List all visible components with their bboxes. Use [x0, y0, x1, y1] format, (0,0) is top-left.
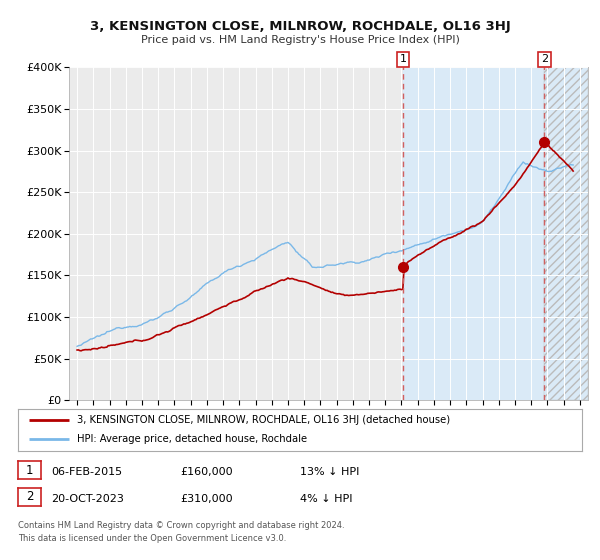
- Text: 3, KENSINGTON CLOSE, MILNROW, ROCHDALE, OL16 3HJ (detached house): 3, KENSINGTON CLOSE, MILNROW, ROCHDALE, …: [77, 415, 451, 425]
- Text: Contains HM Land Registry data © Crown copyright and database right 2024.: Contains HM Land Registry data © Crown c…: [18, 521, 344, 530]
- Text: 1: 1: [26, 464, 33, 477]
- Text: 4% ↓ HPI: 4% ↓ HPI: [300, 494, 353, 504]
- Text: 13% ↓ HPI: 13% ↓ HPI: [300, 467, 359, 477]
- Text: 20-OCT-2023: 20-OCT-2023: [51, 494, 124, 504]
- Text: 3, KENSINGTON CLOSE, MILNROW, ROCHDALE, OL16 3HJ: 3, KENSINGTON CLOSE, MILNROW, ROCHDALE, …: [89, 20, 511, 32]
- Text: 2: 2: [26, 491, 33, 503]
- Text: HPI: Average price, detached house, Rochdale: HPI: Average price, detached house, Roch…: [77, 435, 307, 445]
- Text: This data is licensed under the Open Government Licence v3.0.: This data is licensed under the Open Gov…: [18, 534, 286, 543]
- Text: 2: 2: [541, 54, 548, 64]
- Text: 06-FEB-2015: 06-FEB-2015: [51, 467, 122, 477]
- Text: £310,000: £310,000: [180, 494, 233, 504]
- Text: 1: 1: [400, 54, 407, 64]
- Bar: [403, 67, 588, 400]
- Text: Price paid vs. HM Land Registry's House Price Index (HPI): Price paid vs. HM Land Registry's House …: [140, 35, 460, 45]
- Text: £160,000: £160,000: [180, 467, 233, 477]
